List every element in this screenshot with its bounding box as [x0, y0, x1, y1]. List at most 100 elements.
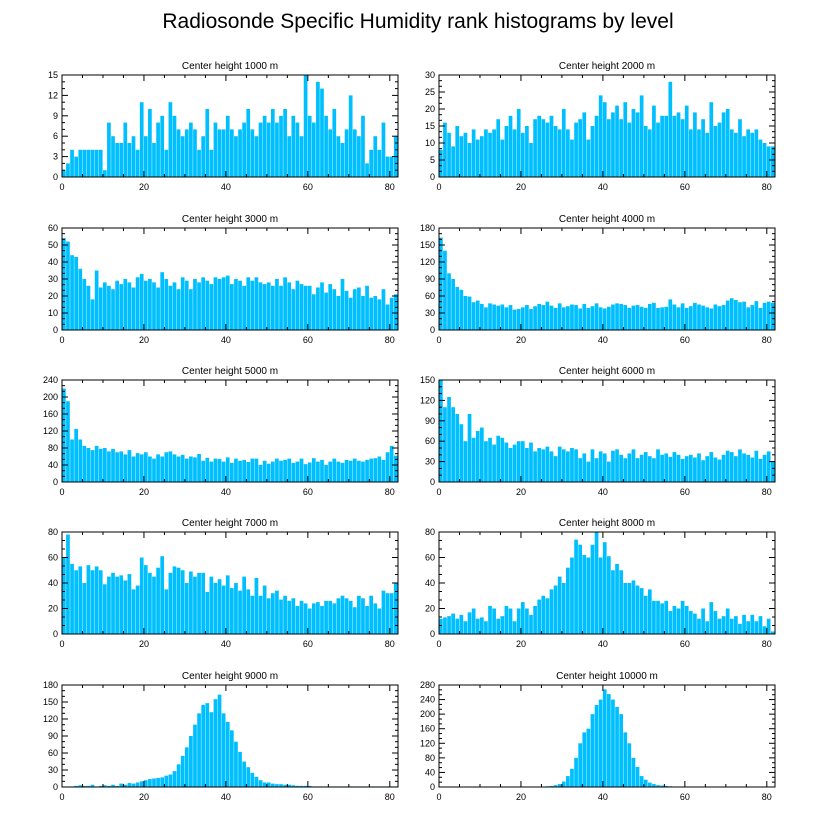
bar [615, 303, 619, 330]
bar [385, 304, 390, 330]
bar [512, 621, 517, 634]
bar [344, 459, 349, 482]
x-tick-label: 20 [516, 335, 526, 345]
bar [258, 780, 263, 787]
bar [746, 129, 751, 177]
bar [357, 460, 361, 482]
bar [455, 618, 460, 634]
bar [172, 771, 177, 787]
bar [373, 136, 378, 177]
bar [611, 570, 615, 634]
bar [127, 282, 132, 330]
bar [307, 285, 312, 330]
bar [197, 282, 201, 330]
bar [189, 456, 193, 482]
bar [148, 279, 152, 330]
bar [123, 580, 128, 634]
bar [676, 454, 681, 482]
bar [111, 289, 115, 330]
y-tick-label: 20 [48, 604, 58, 614]
bar [221, 461, 226, 482]
bar [520, 441, 525, 482]
bar [533, 119, 537, 177]
bar [344, 598, 349, 634]
y-tick-label: 50 [48, 240, 58, 250]
panel-6: Center height 6000 m 0 20 40 60 80 0 30 60 90 120 1… [420, 366, 776, 497]
bar [238, 280, 242, 330]
bar [635, 112, 640, 177]
bar [152, 778, 156, 787]
bar [365, 285, 369, 330]
bar [381, 590, 386, 634]
bar [361, 598, 365, 634]
bar [365, 163, 369, 177]
bar [758, 616, 763, 634]
bar [455, 286, 460, 330]
bar [647, 782, 652, 787]
y-tick-label: 0 [430, 172, 435, 182]
y-tick-label: 20 [48, 291, 58, 301]
bar [623, 732, 628, 787]
bar [357, 136, 361, 177]
bar [287, 136, 292, 177]
bar [623, 305, 628, 330]
bar [705, 456, 710, 482]
x-tick-label: 20 [516, 792, 526, 802]
bar [607, 694, 611, 787]
bar [270, 285, 275, 330]
bar [639, 588, 644, 634]
bar [463, 296, 468, 330]
bar [578, 308, 583, 330]
bar [90, 149, 95, 177]
bar [291, 462, 296, 482]
x-tick-label: 20 [516, 182, 526, 192]
bar [303, 603, 308, 634]
plot-frame [61, 74, 399, 178]
bar [738, 449, 742, 482]
bar [225, 575, 230, 634]
bar [607, 119, 611, 177]
bar [647, 589, 652, 634]
bar [238, 751, 242, 787]
bar [652, 105, 656, 177]
y-tick-label: 80 [425, 753, 435, 763]
bar [180, 277, 185, 330]
bar [213, 458, 218, 482]
x-tick-label: 20 [139, 182, 149, 192]
bar [582, 732, 587, 787]
y-tick-label: 160 [43, 409, 58, 419]
bar [258, 465, 263, 482]
bar [107, 576, 111, 634]
x-tick-label: 40 [221, 792, 231, 802]
bar [123, 279, 128, 330]
bar [262, 115, 267, 177]
bar [369, 297, 374, 330]
bar [471, 302, 476, 330]
bar [684, 105, 689, 177]
bar [242, 576, 246, 634]
x-tick-label: 40 [598, 182, 608, 192]
bar [180, 755, 185, 787]
bar [213, 583, 218, 634]
bar [611, 699, 615, 787]
bar [742, 614, 746, 634]
bar [525, 608, 529, 634]
bar [283, 784, 287, 787]
bar [668, 299, 673, 330]
bar [234, 583, 238, 634]
bar [62, 238, 66, 330]
bar [635, 458, 640, 482]
bar [184, 747, 189, 787]
y-tick-label: 40 [425, 767, 435, 777]
bar [475, 139, 480, 177]
bar [270, 461, 275, 482]
bar [332, 458, 337, 482]
bar [602, 102, 607, 177]
bar [254, 277, 259, 330]
bar [439, 237, 443, 330]
bar [549, 305, 554, 330]
bar [525, 126, 529, 177]
bar [738, 119, 742, 177]
bar [549, 451, 554, 482]
bar [647, 129, 652, 177]
